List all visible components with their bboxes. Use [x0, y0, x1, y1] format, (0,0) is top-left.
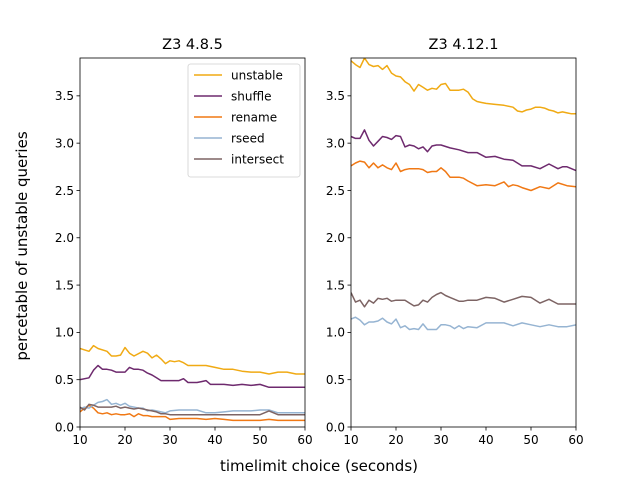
legend-label-shuffle: shuffle	[231, 90, 271, 104]
series-line-shuffle	[80, 364, 305, 389]
y-axis-label: percetable of unstable queries	[13, 131, 31, 360]
x-tick-label: 20	[117, 433, 132, 447]
legend-label-rseed: rseed	[231, 132, 265, 146]
series-line-rseed	[80, 398, 305, 414]
x-tick-label: 10	[72, 433, 87, 447]
y-tick-label: 0.0	[55, 420, 74, 434]
x-tick-label: 40	[207, 433, 222, 447]
y-tick-label: 3.0	[326, 136, 345, 150]
y-tick-label: 1.5	[326, 278, 345, 292]
y-tick-label: 3.5	[55, 89, 74, 103]
series-line-unstable	[80, 344, 305, 375]
x-tick-label: 30	[433, 433, 448, 447]
y-tick-label: 0.5	[55, 373, 74, 387]
y-tick-label: 2.5	[55, 184, 74, 198]
series-line-unstable	[351, 58, 576, 115]
y-tick-label: 2.0	[55, 231, 74, 245]
x-tick-label: 40	[478, 433, 493, 447]
series-line-intersect	[351, 291, 576, 308]
series-line-intersect	[80, 403, 305, 416]
y-tick-label: 0.5	[326, 373, 345, 387]
chart-title: Z3 4.8.5	[162, 37, 223, 53]
x-tick-label: 60	[568, 433, 583, 447]
axes-frame	[79, 57, 306, 428]
x-tick-label: 50	[252, 433, 267, 447]
chart-panel-1: Z3 4.8.5 10 20 30 40 50 60 0.0 0.5 1.0 1.5 2.0 2.5 3.…	[55, 37, 313, 447]
chart-panel-2: Z3 4.12.1 10 20 30 40 50 60 0.0 0.5 1.0 1.5 2.0 2.5 3…	[326, 37, 584, 447]
x-tick-label: 60	[297, 433, 312, 447]
x-tick-label: 20	[388, 433, 403, 447]
legend-label-intersect: intersect	[231, 153, 284, 167]
x-axis-label: timelimit choice (seconds)	[220, 457, 418, 475]
series-line-rename	[80, 404, 305, 422]
y-tick-label: 2.5	[326, 184, 345, 198]
legend: unstable shuffle rename rseed intersect	[187, 63, 301, 178]
axes-frame	[350, 57, 577, 428]
series-line-rename	[351, 160, 576, 192]
y-tick-label: 3.5	[326, 89, 345, 103]
series-line-rseed	[351, 316, 576, 331]
chart-title: Z3 4.12.1	[429, 37, 499, 53]
x-tick-label: 30	[162, 433, 177, 447]
x-tick-label: 50	[523, 433, 538, 447]
legend-label-unstable: unstable	[231, 69, 283, 83]
y-tick-label: 0.0	[326, 420, 345, 434]
y-tick-label: 1.0	[55, 326, 74, 340]
y-tick-label: 1.5	[55, 278, 74, 292]
x-tick-label: 10	[343, 433, 358, 447]
y-tick-label: 1.0	[326, 326, 345, 340]
legend-box	[187, 63, 301, 178]
y-tick-label: 3.0	[55, 136, 74, 150]
legend-label-rename: rename	[231, 111, 277, 125]
series-line-shuffle	[351, 129, 576, 172]
y-tick-label: 2.0	[326, 231, 345, 245]
